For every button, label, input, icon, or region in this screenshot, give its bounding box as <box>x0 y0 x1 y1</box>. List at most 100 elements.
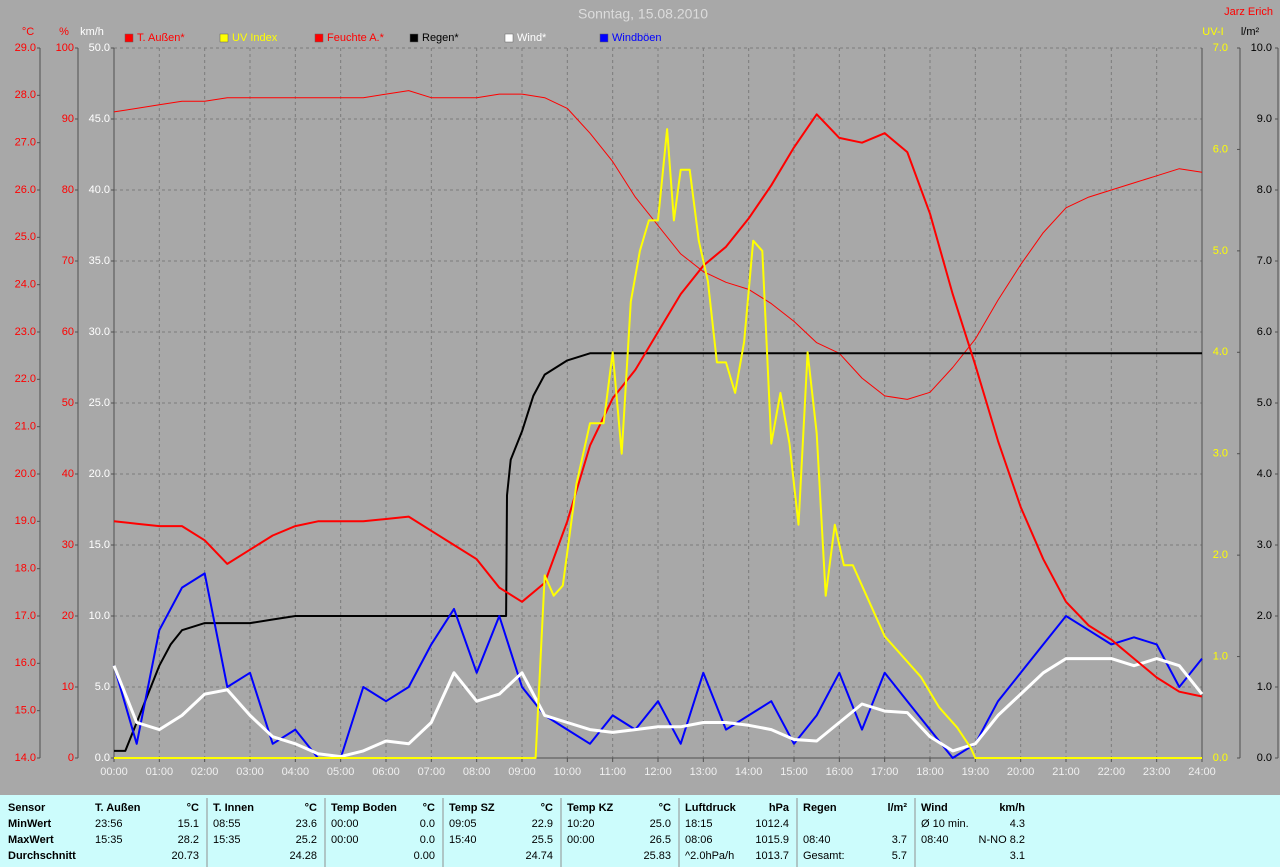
cell-value: 25.2 <box>296 834 317 846</box>
x-tick-label: 22:00 <box>1098 766 1126 778</box>
x-tick-label: 17:00 <box>871 766 899 778</box>
series-line <box>112 657 1204 759</box>
x-tick-label: 10:00 <box>554 766 582 778</box>
y-axis-title: l/m² <box>1241 26 1260 38</box>
y-tick-label: 0.0 <box>1257 752 1272 764</box>
y-tick-label: 15.0 <box>15 705 36 717</box>
y-tick-label: 17.0 <box>15 610 36 622</box>
y-tick-label: 21.0 <box>15 421 36 433</box>
legend-label: UV Index <box>232 32 278 44</box>
y-tick-label: 10.0 <box>89 610 110 622</box>
cell-value: 25.83 <box>643 850 671 862</box>
cell-value: 3.7 <box>892 834 907 846</box>
x-tick-label: 05:00 <box>327 766 355 778</box>
series-line <box>113 113 1203 698</box>
cell-value: 20.73 <box>171 850 199 862</box>
series-line <box>113 572 1203 759</box>
y-tick-label: 24.0 <box>15 279 36 291</box>
x-tick-label: 03:00 <box>236 766 264 778</box>
cell-value: 15.1 <box>178 818 199 830</box>
cell-label: 18:15 <box>685 818 713 830</box>
cell-label: 15:35 <box>95 834 123 846</box>
x-tick-label: 02:00 <box>191 766 219 778</box>
legend-swatch <box>219 33 229 43</box>
row-label: MaxWert <box>8 834 54 846</box>
cell-value: 0.00 <box>414 850 435 862</box>
x-tick-label: 07:00 <box>418 766 446 778</box>
x-tick-label: 04:00 <box>282 766 310 778</box>
group-unit: km/h <box>999 802 1025 814</box>
y-tick-label: 29.0 <box>15 42 36 54</box>
cell-value: 0.0 <box>420 818 435 830</box>
y-tick-label: 25.0 <box>89 397 110 409</box>
x-tick-label: 14:00 <box>735 766 763 778</box>
series-line <box>113 90 1203 400</box>
cell-value: 22.9 <box>532 818 553 830</box>
y-tick-label: 23.0 <box>15 326 36 338</box>
x-tick-label: 13:00 <box>690 766 718 778</box>
y-tick-label: 30 <box>62 539 74 551</box>
cell-value: 25.0 <box>650 818 671 830</box>
y-tick-label: 26.0 <box>15 184 36 196</box>
y-tick-label: 10.0 <box>1251 42 1272 54</box>
y-tick-label: 4.0 <box>1257 468 1272 480</box>
group-name: T. Außen <box>95 802 141 814</box>
cell-label: 08:55 <box>213 818 241 830</box>
y-tick-label: 4.0 <box>1213 346 1228 358</box>
legend-label: Wind* <box>517 32 547 44</box>
cell-value: 4.3 <box>1010 818 1025 830</box>
y-tick-label: 35.0 <box>89 255 110 267</box>
y-tick-label: 5.0 <box>95 681 110 693</box>
y-tick-label: 0 <box>68 752 74 764</box>
cell-label: Ø 10 min. <box>921 818 969 830</box>
plot: 00:00 01:00 02:00 03:00 04:00 05:00 06:00 07:00… <box>15 26 1279 778</box>
y-tick-label: 14.0 <box>15 752 36 764</box>
cell-label: Gesamt: <box>803 850 845 862</box>
group-unit: hPa <box>769 802 790 814</box>
y-tick-label: 50.0 <box>89 42 110 54</box>
y-tick-label: 22.0 <box>15 373 36 385</box>
y-tick-label: 8.0 <box>1257 184 1272 196</box>
cell-value: N-NO 8.2 <box>979 834 1025 846</box>
y-tick-label: 3.0 <box>1213 448 1228 460</box>
x-tick-label: 11:00 <box>599 766 626 778</box>
cell-label: 00:00 <box>331 818 359 830</box>
x-tick-label: 21:00 <box>1052 766 1080 778</box>
y-tick-label: 2.0 <box>1213 549 1228 561</box>
y-tick-label: 18.0 <box>15 563 36 575</box>
cell-value: 25.5 <box>532 834 553 846</box>
author: Jarz Erich <box>1224 6 1273 18</box>
group-name: Regen <box>803 802 837 814</box>
cell-value: 23.6 <box>296 818 317 830</box>
y-tick-label: 1.0 <box>1213 650 1228 662</box>
y-tick-label: 90 <box>62 113 74 125</box>
y-tick-label: 45.0 <box>89 113 110 125</box>
group-unit: l/m² <box>887 802 907 814</box>
y-tick-label: 6.0 <box>1213 143 1228 155</box>
cell-value: 5.7 <box>892 850 907 862</box>
y-tick-label: 60 <box>62 326 74 338</box>
cell-label: 15:35 <box>213 834 241 846</box>
y-tick-label: 27.0 <box>15 137 36 149</box>
x-tick-label: 15:00 <box>780 766 808 778</box>
cell-label: 15:40 <box>449 834 477 846</box>
y-tick-label: 0.0 <box>95 752 110 764</box>
legend-label: T. Außen* <box>137 32 185 44</box>
y-tick-label: 19.0 <box>15 515 36 527</box>
x-tick-label: 19:00 <box>962 766 990 778</box>
x-tick-label: 24:00 <box>1188 766 1216 778</box>
y-axis-title: UV-I <box>1202 26 1223 38</box>
y-tick-label: 30.0 <box>89 326 110 338</box>
chart-title: Sonntag, 15.08.2010 <box>578 6 708 22</box>
group-unit: °C <box>187 802 199 814</box>
legend-label: Windböen <box>612 32 662 44</box>
row-label: MinWert <box>8 818 52 830</box>
y-tick-label: 7.0 <box>1213 42 1228 54</box>
x-tick-label: 18:00 <box>916 766 944 778</box>
legend-label: Feuchte A.* <box>327 32 385 44</box>
group-unit: °C <box>305 802 317 814</box>
y-tick-label: 0.0 <box>1213 752 1228 764</box>
x-tick-label: 16:00 <box>826 766 854 778</box>
x-tick-label: 00:00 <box>100 766 128 778</box>
